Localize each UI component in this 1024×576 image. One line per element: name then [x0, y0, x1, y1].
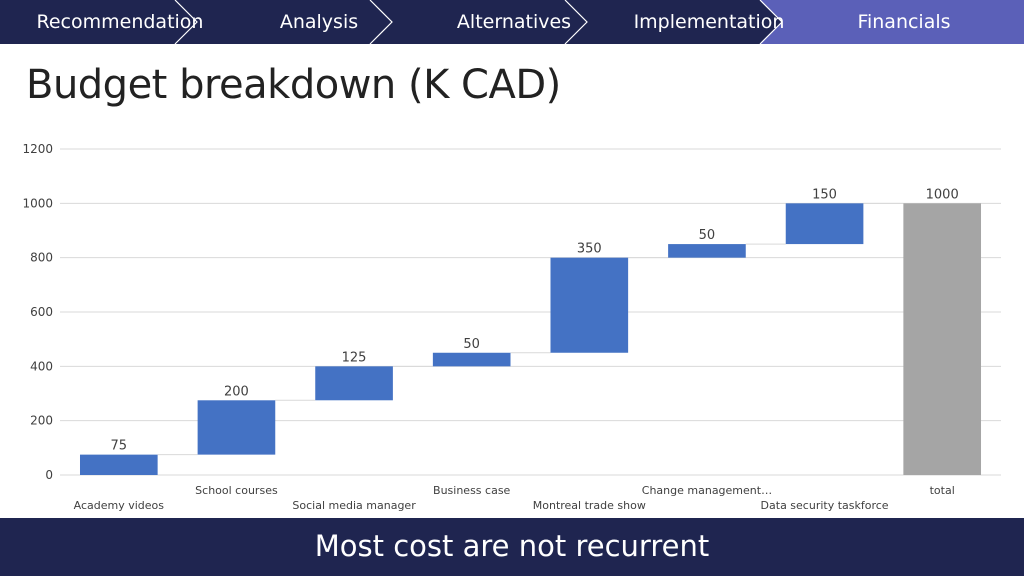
- data-label-6: 50: [699, 228, 716, 243]
- y-tick-label-1000: 1000: [22, 196, 53, 210]
- data-label-1: 75: [111, 439, 128, 454]
- y-tick-label-800: 800: [30, 251, 53, 265]
- nav-chevron-separator-2: [369, 0, 393, 45]
- data-label-2: 200: [224, 384, 249, 399]
- active-tab-highlight: [760, 0, 1024, 44]
- y-tick-label-400: 400: [30, 359, 53, 373]
- data-label-3: 125: [342, 350, 367, 365]
- tab-analysis[interactable]: Analysis: [279, 11, 359, 33]
- category-label-1: Academy videos: [74, 499, 165, 512]
- tab-financials[interactable]: Financials: [857, 11, 951, 33]
- category-label-8: total: [930, 484, 955, 497]
- data-label-5: 350: [577, 242, 602, 257]
- nav-chevron-separator-4: [759, 0, 783, 45]
- category-label-3: Social media manager: [292, 499, 416, 512]
- nav-chevron-separator-1: [174, 0, 198, 45]
- bar-4: [432, 352, 511, 367]
- data-label-7: 150: [812, 187, 837, 202]
- tab-recommendation[interactable]: Recommendation: [36, 11, 204, 33]
- y-tick-label-1200: 1200: [22, 142, 53, 156]
- bar-1: [79, 454, 158, 475]
- category-label-7: Data security taskforce: [761, 499, 889, 512]
- bar-7: [785, 203, 864, 245]
- bar-2: [197, 400, 276, 455]
- y-tick-label-0: 0: [45, 468, 53, 482]
- bar-8: [903, 203, 982, 475]
- footer-text: Most cost are not recurrent: [314, 529, 710, 563]
- bar-5: [550, 257, 629, 353]
- section-navigation: [0, 0, 1024, 45]
- y-tick-label-600: 600: [30, 305, 53, 319]
- category-label-2: School courses: [195, 484, 278, 497]
- category-label-5: Montreal trade show: [533, 499, 646, 512]
- tab-alternatives[interactable]: Alternatives: [456, 11, 572, 33]
- y-tick-label-200: 200: [30, 414, 53, 428]
- category-label-6: Change management…: [642, 484, 772, 497]
- tab-implementation[interactable]: Implementation: [633, 11, 785, 33]
- footer-banner: Most cost are not recurrent: [0, 518, 1024, 576]
- category-label-4: Business case: [433, 484, 511, 497]
- waterfall-chart: 0 200 400 600 800 1000 1200 75 Academy videos 200…: [22, 142, 1001, 512]
- nav-chevron-separator-3: [564, 0, 588, 45]
- bar-6: [668, 244, 746, 258]
- bar-3: [315, 366, 393, 401]
- page-title: Budget breakdown (K CAD): [26, 62, 561, 108]
- data-label-8: 1000: [926, 187, 959, 202]
- data-label-4: 50: [463, 337, 480, 352]
